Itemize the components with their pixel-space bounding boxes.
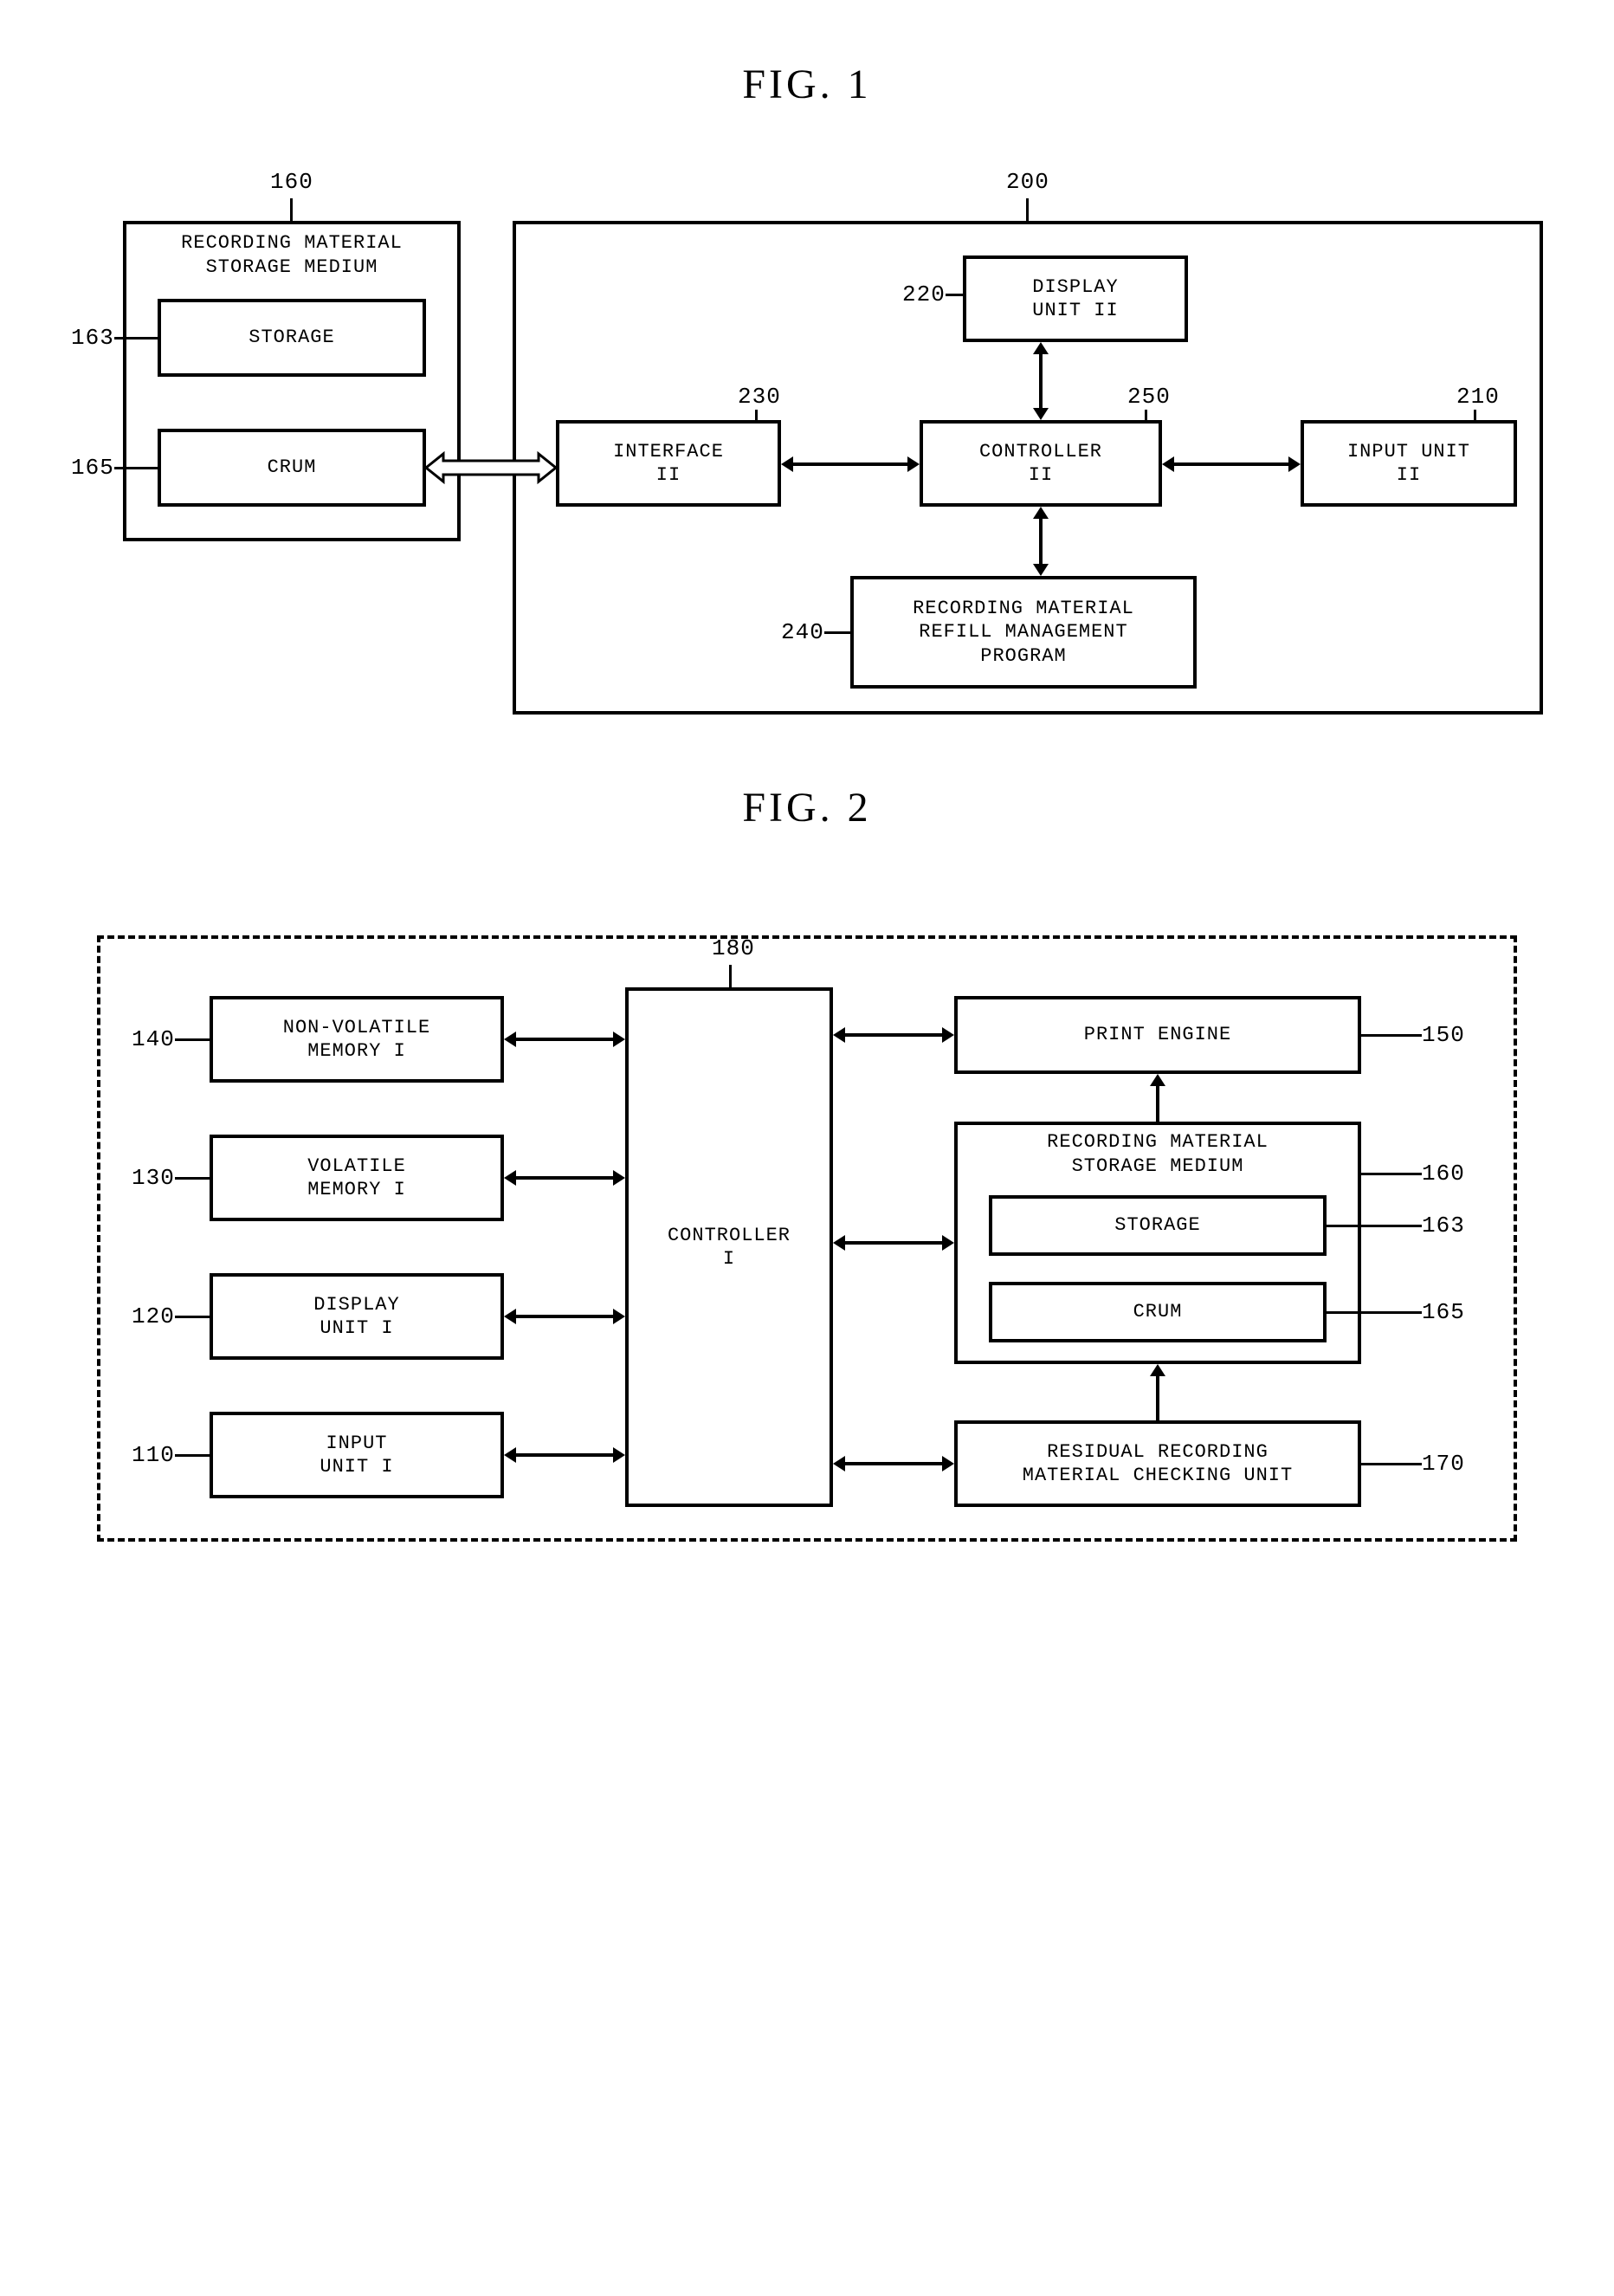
ref-200: 200 [1006,169,1049,195]
fig2-title: FIG. 2 [52,784,1562,831]
ref-230: 230 [738,384,781,410]
fig1-diagram: RECORDING MATERIAL STORAGE MEDIUM 160 ST… [71,160,1543,715]
fig1-display-box: DISPLAY UNIT II [963,255,1188,342]
ref-150: 150 [1422,1022,1465,1048]
fig1-interface-box: INTERFACE II [556,420,781,507]
ref-170: 170 [1422,1451,1465,1477]
fig2-storage-box: STORAGE [989,1195,1327,1256]
ref-110: 110 [132,1442,175,1468]
fig1-title: FIG. 1 [52,61,1562,108]
fig1-program-box: RECORDING MATERIAL REFILL MANAGEMENT PRO… [850,576,1197,689]
ref-160: 160 [270,169,313,195]
fig1-left-title: RECORDING MATERIAL STORAGE MEDIUM [140,231,443,279]
fig2-input-box: INPUT UNIT I [210,1412,504,1498]
fig2-crum-box: CRUM [989,1282,1327,1342]
fig2-diagram: CONTROLLER I 180 NON-VOLATILE MEMORY I 1… [71,883,1543,1559]
fig1-crum-interface-arrow [426,450,556,485]
fig2-print-engine-box: PRINT ENGINE [954,996,1361,1074]
ref-220: 220 [902,281,946,307]
ref-240: 240 [781,619,824,645]
fig2-rmsm-title: RECORDING MATERIAL STORAGE MEDIUM [972,1130,1344,1178]
ref-140: 140 [132,1026,175,1052]
fig2-volatile-box: VOLATILE MEMORY I [210,1135,504,1221]
ref-165b: 165 [1422,1299,1465,1325]
ref-180: 180 [712,935,755,961]
ref-130: 130 [132,1165,175,1191]
fig2-residual-box: RESIDUAL RECORDING MATERIAL CHECKING UNI… [954,1420,1361,1507]
ref-250: 250 [1127,384,1171,410]
fig1-controller-box: CONTROLLER II [920,420,1162,507]
ref-160b: 160 [1422,1161,1465,1187]
ref-165: 165 [71,455,114,481]
fig1-input-box: INPUT UNIT II [1301,420,1517,507]
ref-210: 210 [1456,384,1500,410]
ref-163: 163 [71,325,114,351]
ref-120: 120 [132,1303,175,1329]
fig2-nonvolatile-box: NON-VOLATILE MEMORY I [210,996,504,1083]
fig2-controller-box: CONTROLLER I [625,987,833,1507]
fig2-display-box: DISPLAY UNIT I [210,1273,504,1360]
ref-163b: 163 [1422,1213,1465,1239]
fig1-crum-box: CRUM [158,429,426,507]
fig1-storage-box: STORAGE [158,299,426,377]
